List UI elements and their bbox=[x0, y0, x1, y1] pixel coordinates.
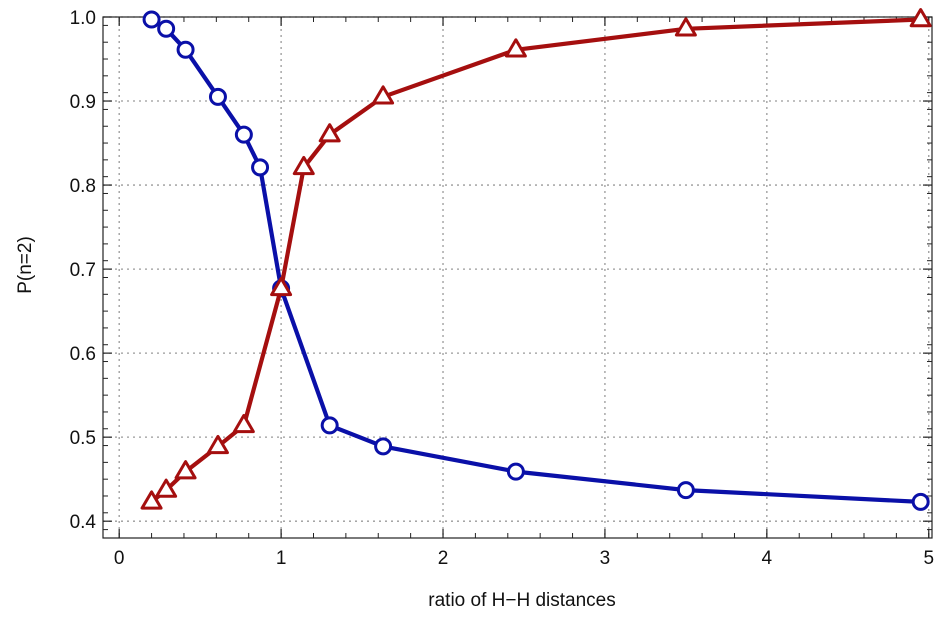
series bbox=[140, 8, 932, 511]
x-tick-label: 5 bbox=[923, 548, 934, 569]
series-1 bbox=[140, 8, 932, 510]
series-0 bbox=[142, 10, 930, 511]
x-tick-label: 1 bbox=[276, 548, 287, 569]
x-tick-label: 4 bbox=[762, 548, 773, 569]
data-point-circle bbox=[374, 437, 393, 456]
grid bbox=[103, 16, 932, 538]
data-point-triangle bbox=[292, 155, 315, 176]
y-tick-label: 0.9 bbox=[70, 92, 96, 113]
axis-ticks: 0 1 2 3 4 5 0.4 0.5 0.6 0.7 0.8 0.9 1.0 bbox=[70, 8, 934, 569]
x-tick-label: 2 bbox=[438, 548, 449, 569]
x-tick-label: 0 bbox=[114, 548, 125, 569]
series-line bbox=[150, 17, 921, 504]
data-point-triangle bbox=[372, 85, 395, 105]
data-point-circle bbox=[176, 40, 195, 59]
y-tick-label: 0.7 bbox=[70, 260, 96, 281]
data-point-triangle bbox=[674, 17, 697, 37]
data-point-circle bbox=[251, 158, 270, 177]
data-point-circle bbox=[157, 19, 176, 38]
y-tick-label: 0.5 bbox=[70, 428, 96, 449]
data-point-triangle bbox=[140, 490, 163, 510]
data-point-triangle bbox=[270, 276, 293, 297]
data-point-circle bbox=[506, 462, 525, 481]
y-tick-label: 1.0 bbox=[70, 8, 96, 29]
y-axis-title: P(n=2) bbox=[15, 236, 36, 294]
y-tick-label: 0.4 bbox=[70, 512, 97, 533]
data-point-triangle bbox=[318, 123, 341, 143]
data-point-circle bbox=[234, 125, 253, 144]
y-tick-label: 0.6 bbox=[70, 344, 96, 365]
y-tick-label: 0.8 bbox=[70, 176, 96, 197]
x-tick-label: 3 bbox=[600, 548, 611, 569]
data-point-triangle bbox=[909, 8, 932, 28]
data-point-circle bbox=[911, 492, 930, 511]
data-point-triangle bbox=[504, 38, 527, 58]
data-point-triangle bbox=[174, 460, 197, 480]
plot-frame bbox=[102, 16, 933, 539]
x-axis-title: ratio of H−H distances bbox=[428, 590, 615, 611]
data-point-circle bbox=[208, 87, 227, 106]
data-point-triangle bbox=[206, 434, 229, 455]
data-point-circle bbox=[142, 10, 161, 29]
series-line bbox=[150, 17, 921, 504]
data-point-triangle bbox=[155, 478, 178, 498]
data-point-triangle bbox=[232, 413, 255, 434]
data-point-circle bbox=[676, 481, 695, 500]
data-point-circle bbox=[320, 416, 339, 435]
